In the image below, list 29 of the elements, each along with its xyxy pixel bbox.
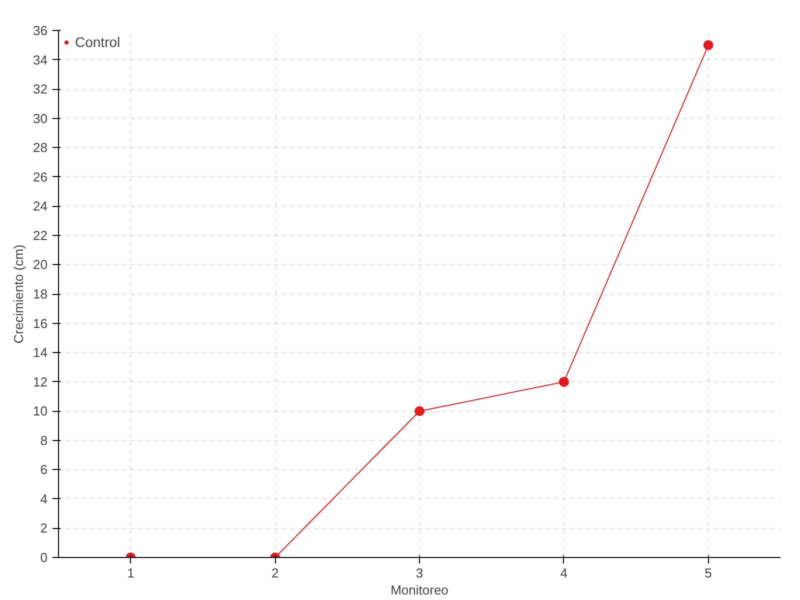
x-tick-label: 1	[127, 566, 134, 580]
y-tick-label: 0	[40, 550, 48, 565]
x-axis-title: Monitoreo	[390, 582, 448, 598]
x-tick-label: 2	[271, 566, 279, 580]
y-tick-label: 34	[33, 52, 48, 68]
x-tick-label: 5	[704, 566, 712, 580]
y-tick-label: 28	[33, 140, 48, 156]
y-tick-label: 12	[33, 374, 48, 390]
y-tick-label: 22	[33, 228, 48, 243]
y-tick-label: 30	[33, 110, 48, 126]
point	[703, 40, 714, 50]
y-tick-label: 10	[33, 404, 48, 419]
y-tick-label: 6	[40, 462, 48, 478]
y-tick-label: 32	[33, 82, 48, 97]
point	[558, 376, 569, 387]
y-tick-label: 24	[33, 198, 48, 214]
x-tick-label: 4	[560, 566, 568, 580]
x-tick-label: 3	[416, 566, 424, 580]
y-tick-label: 14	[33, 345, 48, 360]
y-tick-label: 16	[33, 316, 48, 331]
y-axis-title: Crecimiento (cm)	[11, 244, 26, 344]
y-tick-label: 4	[40, 491, 48, 506]
y-tick-label: 20	[33, 257, 48, 272]
legend-label: Control	[75, 34, 120, 50]
y-tick-label: 2	[40, 520, 48, 536]
y-tick-label: 8	[40, 432, 48, 448]
y-tick-label: 18	[33, 286, 48, 302]
y-tick-label: 36	[33, 23, 48, 38]
y-tick-label: 26	[33, 169, 48, 184]
